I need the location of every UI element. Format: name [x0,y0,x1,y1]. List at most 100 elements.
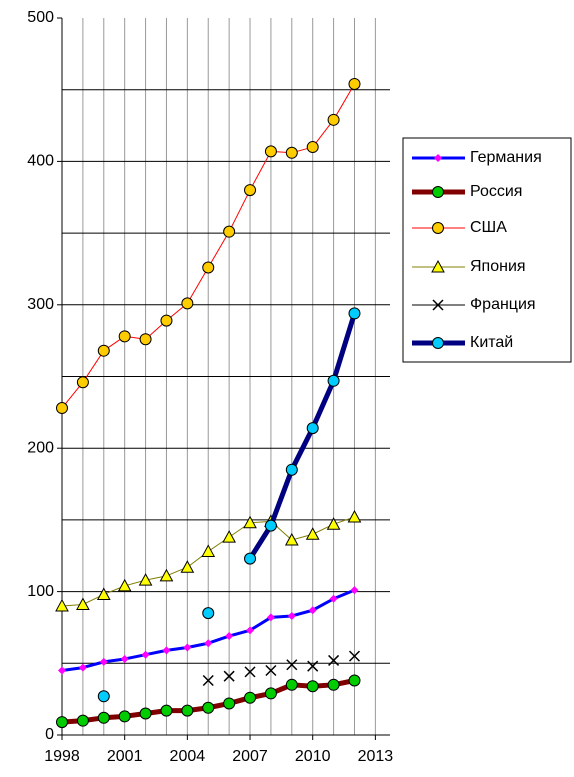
marker [160,314,173,327]
marker [329,594,338,603]
x-tick-label: 2007 [232,748,268,765]
marker [117,578,132,592]
marker [225,632,234,641]
legend-marker [434,154,442,162]
marker [306,422,319,435]
marker [202,261,215,274]
marker [159,568,174,582]
marker [223,225,236,238]
marker [264,519,277,532]
marker [285,463,298,476]
marker [56,716,68,729]
marker [307,660,319,672]
marker [328,654,340,666]
marker [305,527,320,540]
marker [244,666,256,678]
marker [222,530,236,543]
marker [287,611,296,620]
marker [97,711,110,724]
marker [99,657,108,666]
marker [201,544,216,557]
marker [97,690,110,703]
marker [181,297,194,310]
marker [350,586,359,595]
marker [162,646,171,655]
marker [138,573,153,586]
marker [326,517,341,530]
y-tick-label: 300 [27,296,54,313]
marker [327,678,340,691]
y-tick-label: 200 [27,439,54,456]
marker [244,184,257,197]
legend-marker [432,222,444,234]
marker [118,330,131,343]
marker [139,707,152,720]
marker [118,710,131,723]
legend-marker [432,299,444,311]
marker [76,597,90,611]
marker [202,674,214,687]
legend-marker [432,186,444,198]
y-tick-label: 400 [27,153,54,170]
marker [58,666,66,675]
marker [76,376,89,389]
marker [56,402,68,415]
marker [97,344,110,357]
marker [265,664,277,677]
marker [76,714,89,727]
marker [246,626,255,635]
legend-marker [432,337,444,349]
marker [202,607,215,620]
marker [160,704,173,717]
y-tick-label: 500 [27,9,54,26]
y-tick-label: 100 [27,583,54,600]
marker [181,704,194,717]
marker [348,650,361,662]
y-tick-label: 0 [45,726,54,743]
marker [244,691,257,704]
marker [285,146,298,159]
x-tick-label: 2010 [295,748,331,765]
marker [244,552,257,565]
marker [78,663,87,672]
marker [348,674,361,687]
x-tick-label: 2004 [170,748,206,765]
legend-label: Китай [470,334,513,351]
marker [139,333,152,346]
marker [204,639,213,648]
x-tick-label: 2001 [107,748,143,765]
marker [264,687,277,700]
legend-label: США [470,219,507,236]
x-tick-label: 1998 [44,748,80,765]
marker [286,659,298,671]
marker [284,532,299,546]
marker [180,560,195,573]
marker [306,680,319,693]
marker [264,145,277,158]
marker [347,509,362,523]
marker [223,697,236,710]
series-line [247,312,357,560]
marker [202,701,215,714]
marker [306,141,319,154]
legend-label: Россия [470,183,522,200]
legend-marker [431,259,445,273]
marker [223,670,235,682]
marker [55,598,69,612]
marker [266,613,275,622]
marker [348,307,361,320]
legend-label: Япония [470,258,526,275]
marker [183,643,192,652]
legend-box [402,137,572,363]
marker [120,654,129,663]
marker [327,374,340,387]
legend-label: Франция [470,296,536,313]
marker [348,77,361,90]
x-tick-label: 2013 [358,748,394,765]
marker [243,515,257,529]
marker [141,650,150,659]
legend-label: Германия [470,149,542,166]
marker [327,113,340,126]
marker [285,678,298,691]
marker [308,606,317,615]
